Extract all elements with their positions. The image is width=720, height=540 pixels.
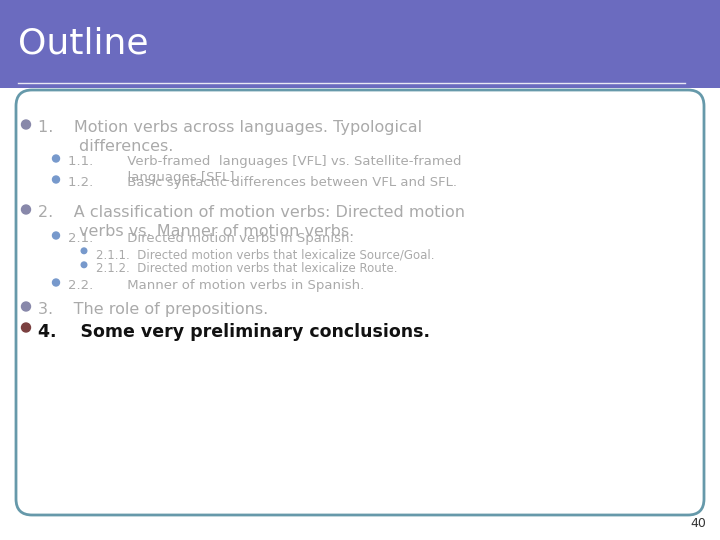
Text: 1.2.        Basic syntactic differences between VFL and SFL.: 1.2. Basic syntactic differences between… bbox=[68, 176, 457, 189]
Circle shape bbox=[53, 155, 60, 162]
Text: 3.    The role of prepositions.: 3. The role of prepositions. bbox=[38, 302, 269, 317]
Text: 2.1.1.  Directed motion verbs that lexicalize Source/Goal.: 2.1.1. Directed motion verbs that lexica… bbox=[96, 248, 434, 261]
FancyBboxPatch shape bbox=[0, 0, 720, 88]
Circle shape bbox=[53, 176, 60, 183]
Text: 40: 40 bbox=[690, 517, 706, 530]
Circle shape bbox=[22, 323, 30, 332]
Circle shape bbox=[22, 302, 30, 311]
Circle shape bbox=[22, 205, 30, 214]
Circle shape bbox=[81, 262, 87, 268]
Circle shape bbox=[53, 279, 60, 286]
Text: 1.1.        Verb-framed  languages [VFL] vs. Satellite-framed
              lang: 1.1. Verb-framed languages [VFL] vs. Sat… bbox=[68, 155, 462, 184]
Text: 2.2.        Manner of motion verbs in Spanish.: 2.2. Manner of motion verbs in Spanish. bbox=[68, 279, 364, 292]
Text: 4.    Some very preliminary conclusions.: 4. Some very preliminary conclusions. bbox=[38, 323, 430, 341]
FancyBboxPatch shape bbox=[16, 90, 704, 515]
Circle shape bbox=[22, 120, 30, 129]
Text: 2.    A classification of motion verbs: Directed motion
        verbs vs. Manner: 2. A classification of motion verbs: Dir… bbox=[38, 205, 465, 239]
Text: 2.1.        Directed motion verbs in Spanish.: 2.1. Directed motion verbs in Spanish. bbox=[68, 232, 354, 245]
Text: 1.    Motion verbs across languages. Typological
        differences.: 1. Motion verbs across languages. Typolo… bbox=[38, 120, 422, 153]
Text: Outline: Outline bbox=[18, 27, 148, 61]
Circle shape bbox=[81, 248, 87, 254]
Circle shape bbox=[53, 232, 60, 239]
Text: 2.1.2.  Directed motion verbs that lexicalize Route.: 2.1.2. Directed motion verbs that lexica… bbox=[96, 262, 397, 275]
